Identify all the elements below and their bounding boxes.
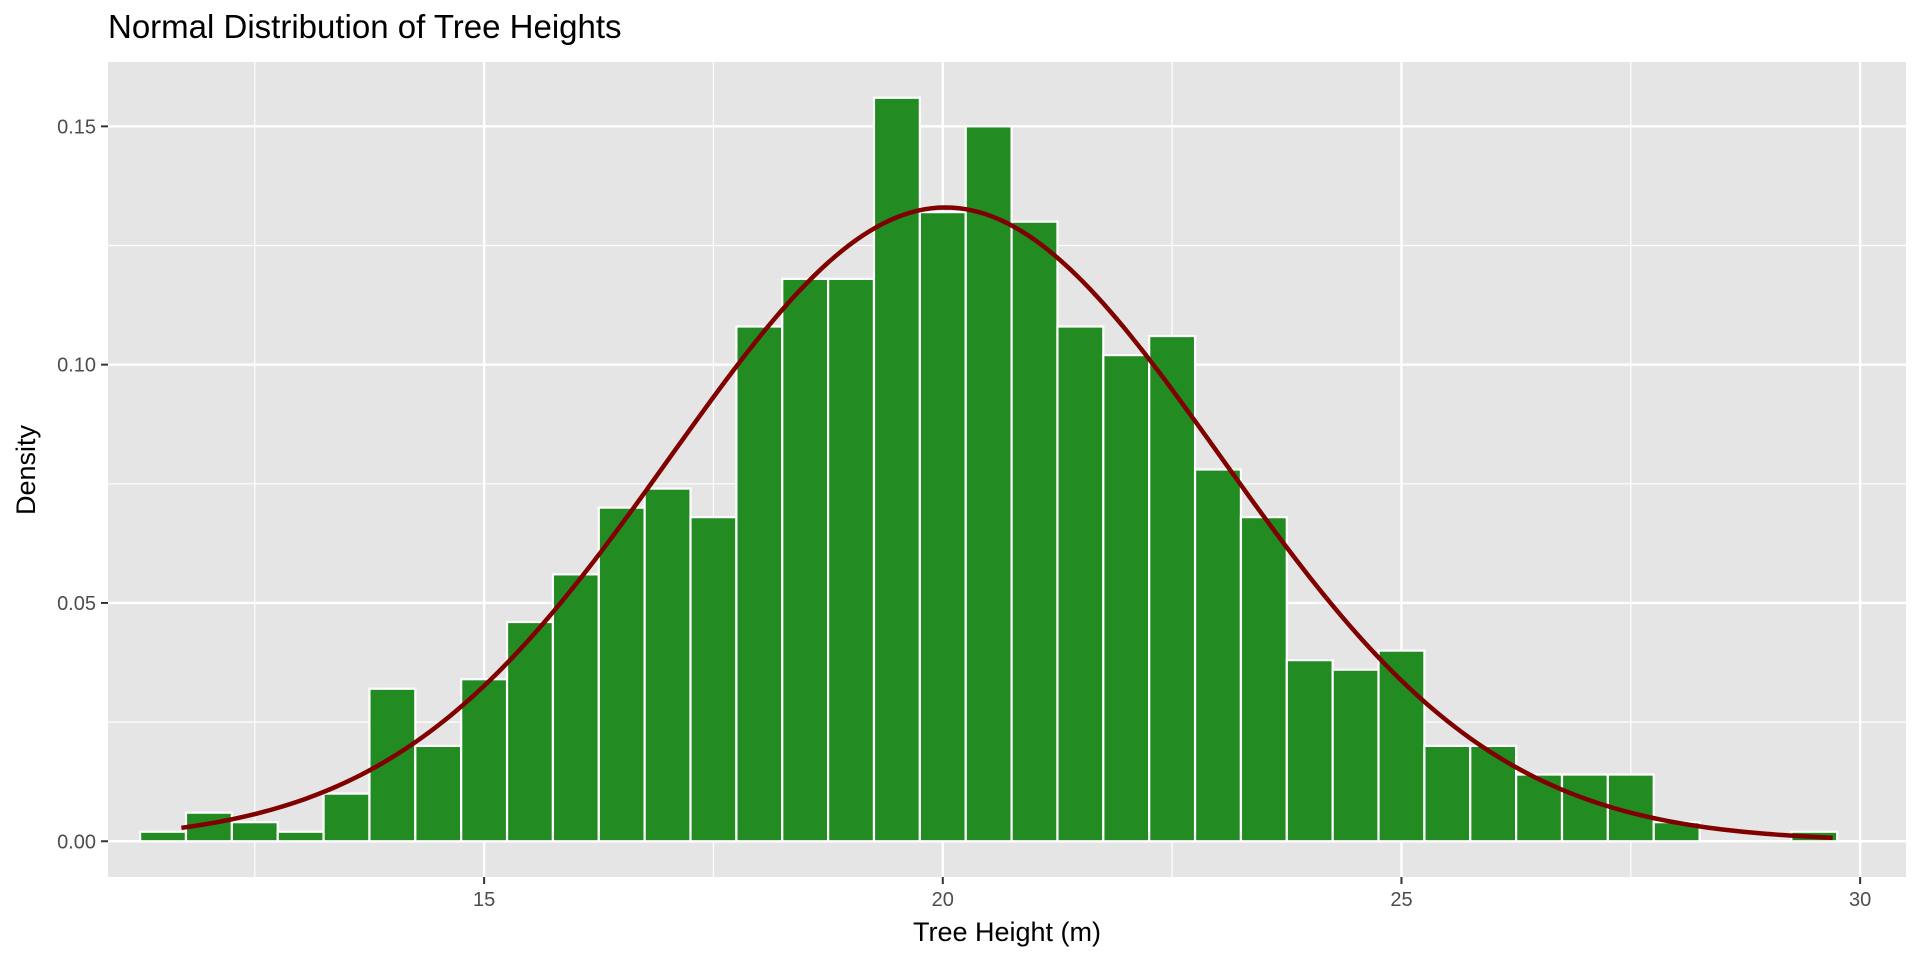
histogram-bar xyxy=(460,678,509,843)
histogram-bar xyxy=(1239,516,1288,843)
density-curve xyxy=(181,205,1833,840)
histogram-bar xyxy=(1056,325,1105,843)
histogram-bar xyxy=(551,573,600,843)
histogram-bar xyxy=(872,96,921,843)
histogram-bar xyxy=(643,487,692,843)
histogram-bar xyxy=(322,792,371,843)
histogram-bar xyxy=(1560,773,1609,843)
y-tick-label: 0.10 xyxy=(57,355,96,377)
x-axis-title: Tree Height (m) xyxy=(913,917,1101,947)
histogram-bar xyxy=(1331,668,1380,843)
x-tick-label: 25 xyxy=(1390,889,1412,911)
histogram-bar xyxy=(1010,220,1059,843)
y-axis-title: Density xyxy=(11,424,41,515)
histogram-bar xyxy=(1148,334,1197,843)
histogram-bar xyxy=(276,830,325,843)
histogram-bar xyxy=(1423,744,1472,843)
chart-title: Normal Distribution of Tree Heights xyxy=(108,8,622,45)
histogram-bar xyxy=(735,325,784,843)
histogram-bar xyxy=(964,125,1013,843)
y-tick-label: 0.05 xyxy=(57,593,96,615)
histogram-bar xyxy=(1193,468,1243,843)
histogram-bar xyxy=(597,506,646,843)
histogram-bar xyxy=(1285,659,1334,843)
histogram-bar xyxy=(689,516,738,843)
histogram-bar xyxy=(230,821,279,843)
y-tick-label: 0.15 xyxy=(57,116,96,138)
histogram-bar xyxy=(1469,744,1518,843)
x-tick-label: 30 xyxy=(1849,889,1871,911)
x-axis: 15 20 25 30 xyxy=(473,877,1871,911)
histogram-bar xyxy=(827,277,876,843)
x-tick-label: 15 xyxy=(473,889,495,911)
x-tick-label: 20 xyxy=(932,889,954,911)
histogram-bar xyxy=(918,211,967,843)
y-axis: 0.00 0.05 0.10 0.15 xyxy=(57,116,108,853)
histogram-bar xyxy=(1102,354,1151,843)
histogram-bar xyxy=(139,830,188,843)
histogram-bar xyxy=(414,744,463,843)
y-tick-label: 0.00 xyxy=(57,831,96,853)
histogram-bar xyxy=(781,277,830,843)
